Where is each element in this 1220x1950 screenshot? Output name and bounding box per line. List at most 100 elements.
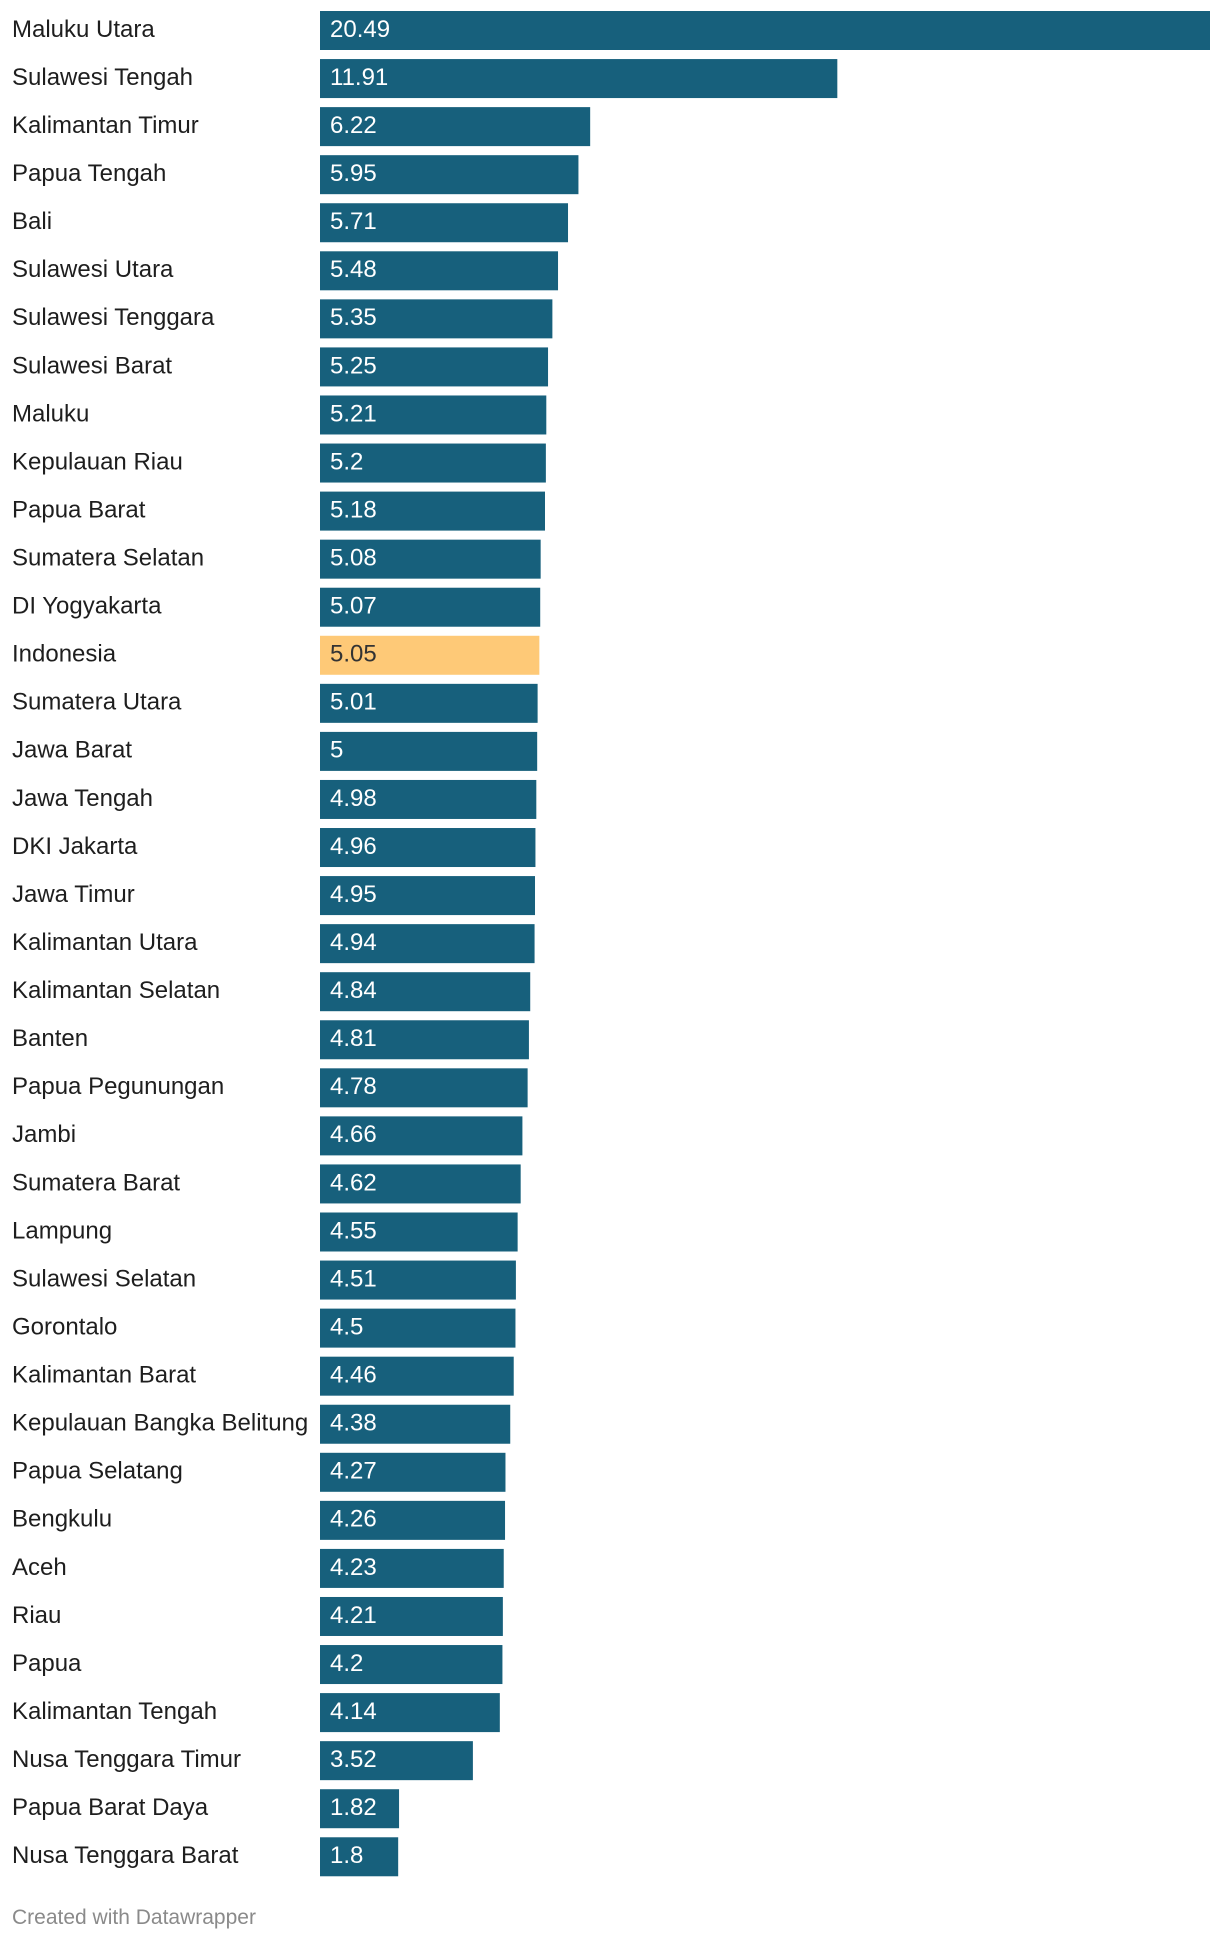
bar-row-maluku-utara: Maluku Utara 20.49 <box>12 11 1210 50</box>
bar-value-label: 4.2 <box>330 1650 363 1677</box>
row-label: Aceh <box>12 1554 67 1581</box>
bar-row-riau: Riau 4.21 <box>12 1596 503 1636</box>
row-label: Sumatera Selatan <box>12 545 204 572</box>
bar-row-nusa-tenggara-barat: Nusa Tenggara Barat 1.8 <box>12 1837 399 1877</box>
bar <box>320 59 838 99</box>
bar-row-lampung: Lampung 4.55 <box>12 1212 518 1252</box>
bar-value-label: 5.05 <box>330 641 377 668</box>
bar-value-label: 5.2 <box>330 448 363 475</box>
row-label: Sumatera Barat <box>12 1169 180 1196</box>
row-label: Papua Tengah <box>12 160 166 187</box>
bar-row-sulawesi-barat: Sulawesi Barat 5.25 <box>12 347 549 387</box>
bar-value-label: 4.62 <box>330 1169 377 1196</box>
bar-row-kalimantan-tengah: Kalimantan Tengah 4.14 <box>12 1693 500 1733</box>
bar-highlight <box>320 635 540 675</box>
bar-value-label: 4.84 <box>330 977 377 1004</box>
bar-value-label: 4.55 <box>330 1217 377 1244</box>
bar-row-sulawesi-selatan: Sulawesi Selatan 4.51 <box>12 1260 516 1300</box>
bar-row-sulawesi-utara: Sulawesi Utara 5.48 <box>12 251 559 291</box>
bar <box>320 347 549 387</box>
bar <box>320 1693 500 1733</box>
bar-row-bali: Bali 5.71 <box>12 203 569 243</box>
bar <box>320 1212 518 1252</box>
bar-row-kalimantan-timur: Kalimantan Timur 6.22 <box>12 107 591 147</box>
bar-value-label: 5.48 <box>330 256 377 283</box>
row-label: Sulawesi Selatan <box>12 1265 196 1292</box>
row-label: Lampung <box>12 1217 112 1244</box>
row-label: Kepulauan Riau <box>12 448 183 475</box>
bar-row-kalimantan-utara: Kalimantan Utara 4.94 <box>12 924 535 964</box>
bar <box>320 1596 503 1636</box>
bar-row-kalimantan-barat: Kalimantan Barat 4.46 <box>12 1356 514 1396</box>
bar <box>320 731 538 771</box>
bar-value-label: 5.71 <box>330 208 377 235</box>
bar-row-sulawesi-tenggara: Sulawesi Tenggara 5.35 <box>12 299 553 339</box>
row-label: Jawa Timur <box>12 881 135 908</box>
bar-value-label: 5.25 <box>330 352 377 379</box>
bar-value-label: 4.81 <box>330 1025 377 1052</box>
bar-row-papua-barat: Papua Barat 5.18 <box>12 491 545 531</box>
bar <box>320 11 1210 50</box>
row-label: Sulawesi Utara <box>12 256 174 283</box>
bar-value-label: 4.26 <box>330 1506 377 1533</box>
row-label: Riau <box>12 1602 61 1629</box>
bar-value-label: 5.08 <box>330 545 377 572</box>
bar-value-label: 4.27 <box>330 1458 377 1485</box>
bar-row-papua-selatang: Papua Selatang 4.27 <box>12 1452 506 1492</box>
row-label: Jawa Barat <box>12 737 132 764</box>
row-label: Papua <box>12 1650 82 1677</box>
bar <box>320 587 541 627</box>
bar-row-banten: Banten 4.81 <box>12 1020 529 1060</box>
bar <box>320 779 537 819</box>
bar-row-maluku: Maluku 5.21 <box>12 395 547 435</box>
row-label: Papua Pegunungan <box>12 1073 224 1100</box>
row-label: Sulawesi Tengah <box>12 64 193 91</box>
row-label: Banten <box>12 1025 88 1052</box>
datawrapper-credit: Created with Datawrapper <box>12 1906 256 1929</box>
bar-chart: Maluku Utara 20.49 Sulawesi Tengah 11.91 Kal… <box>12 11 1210 1877</box>
bar-row-nusa-tenggara-timur: Nusa Tenggara Timur 3.52 <box>12 1741 473 1781</box>
bar <box>320 1741 473 1781</box>
bar-value-label: 4.94 <box>330 929 377 956</box>
row-label: DI Yogyakarta <box>12 593 162 620</box>
bar <box>320 443 546 483</box>
bar-value-label: 5.01 <box>330 689 377 716</box>
row-label: Kepulauan Bangka Belitung <box>12 1410 308 1437</box>
bar <box>320 876 536 916</box>
bar <box>320 395 547 435</box>
row-label: Papua Barat <box>12 496 146 523</box>
row-label: Nusa Tenggara Barat <box>12 1842 239 1869</box>
bar-value-label: 5.21 <box>330 400 377 427</box>
bar-value-label: 1.82 <box>330 1794 377 1821</box>
row-label: Maluku Utara <box>12 16 155 43</box>
bar-row-bengkulu: Bengkulu 4.26 <box>12 1500 506 1540</box>
bar <box>320 1116 523 1156</box>
bar <box>320 1452 506 1492</box>
bar-row-kepulauan-riau: Kepulauan Riau 5.2 <box>12 443 546 483</box>
row-label: Bali <box>12 208 52 235</box>
bar <box>320 1548 504 1588</box>
bar-value-label: 4.78 <box>330 1073 377 1100</box>
bar <box>320 299 553 339</box>
bar <box>320 1356 514 1396</box>
bar <box>320 1645 503 1685</box>
row-label: Nusa Tenggara Timur <box>12 1746 241 1773</box>
bar-row-gorontalo: Gorontalo 4.5 <box>12 1308 516 1348</box>
bar-row-sumatera-selatan: Sumatera Selatan 5.08 <box>12 539 541 579</box>
bar <box>320 251 559 291</box>
bar <box>320 683 538 723</box>
bar-value-label: 5.35 <box>330 304 377 331</box>
bar <box>320 1837 399 1877</box>
row-label: Sulawesi Barat <box>12 352 172 379</box>
bar <box>320 1164 521 1204</box>
bar-value-label: 4.66 <box>330 1121 377 1148</box>
bar-row-papua: Papua 4.2 <box>12 1645 503 1685</box>
row-label: Papua Selatang <box>12 1458 183 1485</box>
bar-value-label: 5.18 <box>330 496 377 523</box>
bar <box>320 491 545 531</box>
bar-value-label: 4.46 <box>330 1362 377 1389</box>
bar-value-label: 4.96 <box>330 833 377 860</box>
row-label: Kalimantan Timur <box>12 112 199 139</box>
row-label: Indonesia <box>12 641 117 668</box>
bar-value-label: 6.22 <box>330 112 377 139</box>
